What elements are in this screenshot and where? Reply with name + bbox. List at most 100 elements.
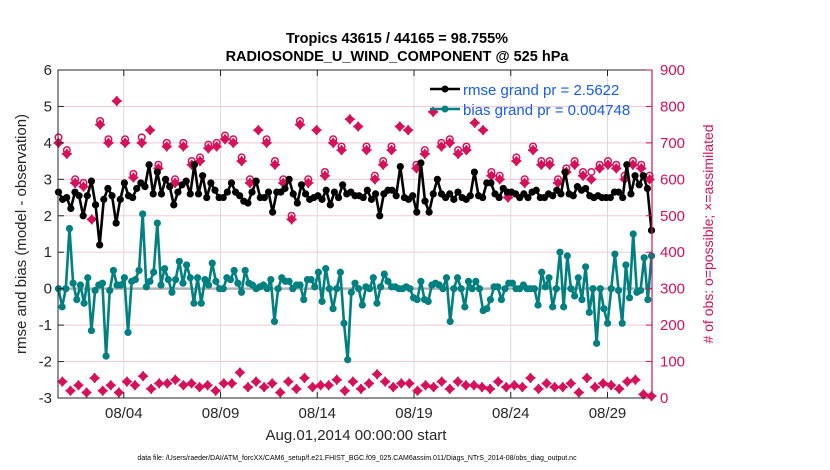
bias-point [117, 281, 125, 289]
rmse-point [186, 190, 194, 198]
obs-low-marker [210, 385, 221, 396]
bias-point [366, 285, 374, 293]
obs-assimilated-marker [544, 159, 555, 170]
rmse-point [264, 188, 273, 196]
x-tick-label: 08/14 [298, 405, 336, 422]
bias-point [98, 279, 107, 287]
rmse-point [112, 219, 120, 227]
obs-low-marker [606, 380, 617, 391]
rmse-point [149, 190, 157, 198]
bias-point [530, 285, 538, 293]
obs-assimilated-marker [444, 137, 455, 148]
obs-assimilated-marker [78, 181, 89, 192]
obs-assimilated-marker [253, 125, 264, 136]
obs-assimilated-marker [294, 119, 305, 130]
bias-point [84, 274, 92, 282]
obs-assimilated-marker [494, 174, 505, 185]
bias-point [124, 328, 132, 336]
bias-point [589, 285, 597, 293]
rmse-point [63, 193, 71, 202]
rmse-point [569, 192, 577, 200]
bias-point [109, 266, 117, 275]
bias-point [614, 286, 623, 295]
bias-point [439, 285, 447, 293]
obs-assimilated-marker [319, 170, 330, 181]
rmse-point [549, 192, 557, 200]
obs-assimilated-marker [461, 145, 472, 156]
bias-point [571, 292, 579, 300]
bias-point [582, 263, 590, 271]
obs-assimilated-marker [636, 163, 647, 174]
rmse-point [244, 199, 252, 207]
rmse-point [396, 162, 404, 171]
bias-point [150, 268, 158, 276]
obs-assimilated-marker [553, 177, 564, 188]
obs-low-marker [267, 378, 278, 389]
obs-low-marker [251, 376, 262, 387]
legend: rmse grand pr = 2.5622 bias grand pr = 0… [430, 82, 630, 119]
legend-rmse-marker [441, 85, 449, 93]
bias-point [556, 248, 564, 256]
bias-point [80, 299, 88, 307]
obs-low-marker [533, 383, 544, 394]
rmse-point [454, 188, 462, 196]
obs-assimilated-marker [120, 137, 131, 148]
bias-point [146, 277, 154, 285]
bias-point [417, 277, 425, 285]
rmse-point [120, 179, 128, 187]
rmse-point [252, 177, 260, 185]
obs-assimilated-marker [353, 121, 364, 132]
bias-point [501, 285, 509, 293]
rmse-point [532, 186, 540, 194]
bias-point [373, 299, 381, 307]
rmse-point [557, 190, 565, 198]
bias-point [179, 279, 187, 287]
rmse-point [495, 193, 503, 202]
obs-assimilated-marker [286, 214, 297, 225]
bias-point [190, 299, 198, 307]
rmse-point [318, 195, 326, 203]
bias-point [322, 265, 330, 273]
y-tick-label: 6 [44, 62, 52, 79]
bias-point [285, 277, 293, 285]
bias-point [450, 285, 458, 293]
bias-point [442, 274, 451, 282]
rmse-point [614, 188, 623, 196]
rmse-point [260, 193, 268, 202]
obs-low-marker [323, 380, 334, 391]
obs-low-marker [364, 378, 375, 389]
obs-low-marker [420, 380, 431, 391]
bias-point [384, 277, 392, 285]
obs-assimilated-marker [369, 174, 380, 185]
rmse-point [211, 186, 219, 194]
rmse-point [157, 190, 166, 198]
obs-assimilated-marker [61, 148, 72, 159]
rmse-point [297, 181, 306, 189]
bias-point [560, 303, 568, 311]
rmse-point [281, 184, 289, 193]
y-tick-label: 4 [44, 135, 52, 152]
rmse-point [479, 193, 487, 202]
bias-point [267, 275, 275, 284]
legend-rmse-label: rmse grand pr = 2.5622 [463, 82, 619, 99]
bias-point [325, 285, 333, 293]
obs-low-marker [614, 383, 625, 394]
bias-point [358, 301, 366, 309]
obs-low-marker [194, 382, 205, 393]
y2-axis-label: # of obs: o=possible; ×=assimilated [700, 124, 716, 343]
bias-point [311, 283, 319, 291]
y-tick-label: -2 [39, 354, 52, 371]
bias-point [497, 296, 506, 304]
rmse-point [359, 193, 367, 202]
rmse-point [619, 193, 627, 202]
bias-point [483, 305, 491, 313]
bias-point [270, 317, 279, 326]
rmse-point [219, 193, 227, 202]
obs-low-marker [146, 383, 157, 394]
obs-assimilated-marker [95, 119, 106, 130]
rmse-point [166, 183, 174, 191]
obs-low-marker [477, 382, 488, 393]
bias-point [600, 305, 608, 313]
obs-low-marker [283, 376, 294, 387]
obs-assimilated-marker [577, 170, 588, 181]
